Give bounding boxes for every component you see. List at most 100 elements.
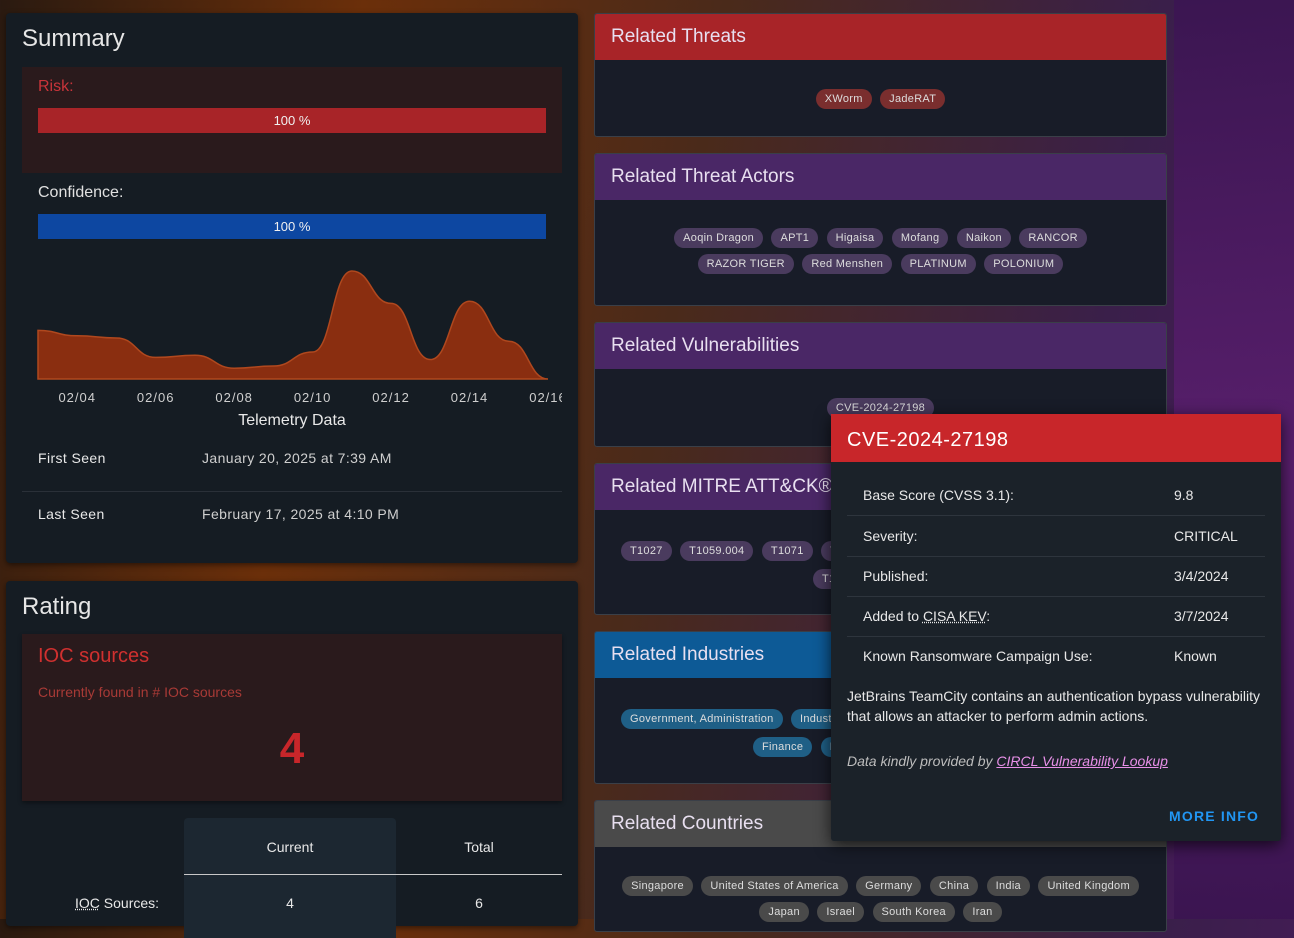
cve-description: JetBrains TeamCity contains an authentic… (847, 688, 1260, 724)
chip-threat[interactable]: XWorm (815, 89, 872, 109)
chip-threat-actor[interactable]: Mofang (891, 228, 949, 248)
header-total: Total (464, 839, 494, 855)
chip-threat[interactable]: JadeRAT (880, 89, 946, 109)
chip-threat-actor[interactable]: RANCOR (1019, 228, 1087, 248)
last-seen-value: February 17, 2025 at 4:10 PM (202, 506, 400, 522)
related-mitre-chips: T1027 T1059.004 T1071 T10 (619, 538, 861, 564)
related-vulnerabilities-chips: CVE-2024-27198 (595, 369, 1166, 433)
risk-bar: 100 % (38, 108, 546, 133)
cve-row-severity: Severity: CRITICAL (847, 516, 1265, 557)
chip-country[interactable]: Iran (963, 902, 1002, 922)
cve-key: Known Ransomware Campaign Use: (863, 648, 1093, 664)
x-tick-label: 02/16 (529, 390, 562, 405)
chip-country[interactable]: United Kingdom (1038, 876, 1139, 896)
chart-caption: Telemetry Data (238, 412, 346, 429)
related-threat-actors-title: Related Threat Actors (595, 154, 1166, 200)
chip-mitre-technique[interactable]: T1059.004 (680, 541, 754, 561)
telemetry-chart: 02/04 02/06 02/08 02/10 02/12 02/14 02/16 (37, 270, 562, 405)
cve-value: 3/7/2024 (1174, 608, 1229, 624)
confidence-bar: 100 % (38, 214, 546, 239)
cve-row-published: Published: 3/4/2024 (847, 556, 1265, 597)
related-countries-chips: Singapore United States of America Germa… (595, 847, 1166, 925)
risk-section: Risk: 100 % (22, 67, 562, 173)
chip-country[interactable]: Israel (817, 902, 865, 922)
chip-threat-actor[interactable]: POLONIUM (984, 254, 1064, 274)
cve-key: Published: (863, 568, 929, 584)
confidence-label: Confidence: (38, 184, 124, 201)
summary-title: Summary (22, 25, 125, 52)
related-vulnerabilities-title: Related Vulnerabilities (595, 323, 1166, 369)
last-seen-label: Last Seen (38, 506, 105, 522)
cve-key: Added to CISA KEV: (863, 608, 990, 624)
ioc-total-value: 6 (475, 895, 483, 911)
more-info-button[interactable]: MORE INFO (1169, 808, 1260, 824)
chip-industry[interactable]: Government, Administration (621, 709, 783, 729)
x-tick-label: 02/14 (451, 390, 489, 405)
ioc-row-label-rest: Sources: (99, 895, 160, 911)
chip-threat-actor[interactable]: Aoqin Dragon (674, 228, 764, 248)
summary-card: Summary Risk: 100 % Confidence: 100 % 02… (6, 13, 578, 563)
chip-threat-actor[interactable]: Naikon (956, 228, 1011, 248)
chip-mitre-technique[interactable]: T1027 (621, 541, 672, 561)
related-threats-chips: XWorm JadeRAT (595, 60, 1166, 124)
chip-threat-actor[interactable]: PLATINUM (900, 254, 976, 274)
chip-threat-actor[interactable]: Red Menshen (802, 254, 893, 274)
cve-popup-title: CVE-2024-27198 (831, 414, 1281, 462)
current-column-bg (184, 818, 396, 938)
rating-title: Rating (22, 593, 92, 620)
chip-country[interactable]: South Korea (872, 902, 955, 922)
chip-mitre-technique[interactable]: T1071 (761, 541, 813, 561)
first-seen-value: January 20, 2025 at 7:39 AM (202, 450, 392, 466)
related-threats-panel: Related Threats XWorm JadeRAT (594, 13, 1167, 137)
ioc-current-value: 4 (286, 895, 294, 911)
ioc-count: 4 (279, 724, 305, 773)
ioc-sources-row-label: IOC Sources: (75, 895, 159, 911)
x-tick-label: 02/06 (137, 390, 175, 405)
ioc-sources-box: IOC sources Currently found in # IOC sou… (22, 634, 562, 801)
chip-threat-actor[interactable]: APT1 (771, 228, 819, 248)
risk-label: Risk: (38, 78, 74, 95)
cve-credit: Data kindly provided by CIRCL Vulnerabil… (847, 753, 1168, 769)
chip-vulnerability[interactable]: CVE-2024-27198 (826, 398, 935, 418)
header-current: Current (266, 839, 314, 855)
cve-key-tail: : (986, 608, 991, 624)
chip-country[interactable]: United States of America (701, 876, 848, 896)
x-tick-label: 02/04 (58, 390, 96, 405)
chip-threat-actor[interactable]: Higaisa (826, 228, 884, 248)
cve-row-ransomware: Known Ransomware Campaign Use: Known (847, 636, 1265, 676)
chip-industry[interactable]: Finance (753, 737, 813, 757)
chip-threat-actor[interactable]: RAZOR TIGER (697, 254, 794, 274)
chip-country[interactable]: Singapore (622, 876, 693, 896)
ioc-abbr: IOC (75, 895, 100, 911)
circl-vulnerability-lookup-link[interactable]: CIRCL Vulnerability Lookup (996, 753, 1168, 769)
chip-country[interactable]: Japan (759, 902, 809, 922)
rating-card: Rating IOC sources Currently found in # … (6, 581, 578, 938)
cve-popup: CVE-2024-27198 Base Score (CVSS 3.1): 9.… (831, 414, 1281, 841)
cve-value: 3/4/2024 (1174, 568, 1229, 584)
related-threat-actors-panel: Related Threat Actors Aoqin Dragon APT1 … (594, 153, 1167, 306)
chip-country[interactable]: Germany (856, 876, 922, 896)
last-seen-row: Last Seen February 17, 2025 at 4:10 PM (22, 492, 562, 547)
cve-value: 9.8 (1174, 487, 1194, 503)
cve-row-cisa-kev: Added to CISA KEV: 3/7/2024 (847, 596, 1265, 637)
chip-country[interactable]: India (986, 876, 1030, 896)
first-seen-row: First Seen January 20, 2025 at 7:39 AM (22, 436, 562, 492)
x-tick-label: 02/12 (372, 390, 410, 405)
cve-value: Known (1174, 648, 1217, 664)
table-header-divider (184, 874, 562, 875)
x-tick-label: 02/10 (294, 390, 332, 405)
telemetry-area-series (37, 270, 549, 380)
chip-country[interactable]: China (929, 876, 979, 896)
ioc-title: IOC sources (38, 645, 150, 667)
related-threats-title: Related Threats (595, 14, 1166, 60)
cve-key: Base Score (CVSS 3.1): (863, 487, 1014, 503)
related-threat-actors-chips: Aoqin Dragon APT1 Higaisa Mofang Naikon … (595, 200, 1166, 277)
first-seen-label: First Seen (38, 450, 106, 466)
ioc-subtitle: Currently found in # IOC sources (38, 684, 242, 700)
cve-credit-prefix: Data kindly provided by (847, 753, 997, 769)
related-vulnerabilities-panel: Related Vulnerabilities CVE-2024-27198 (594, 322, 1167, 447)
cve-key: Severity: (863, 528, 918, 544)
cve-value: CRITICAL (1174, 528, 1238, 544)
x-tick-label: 02/08 (215, 390, 253, 405)
cve-row-base-score: Base Score (CVSS 3.1): 9.8 (847, 475, 1265, 516)
